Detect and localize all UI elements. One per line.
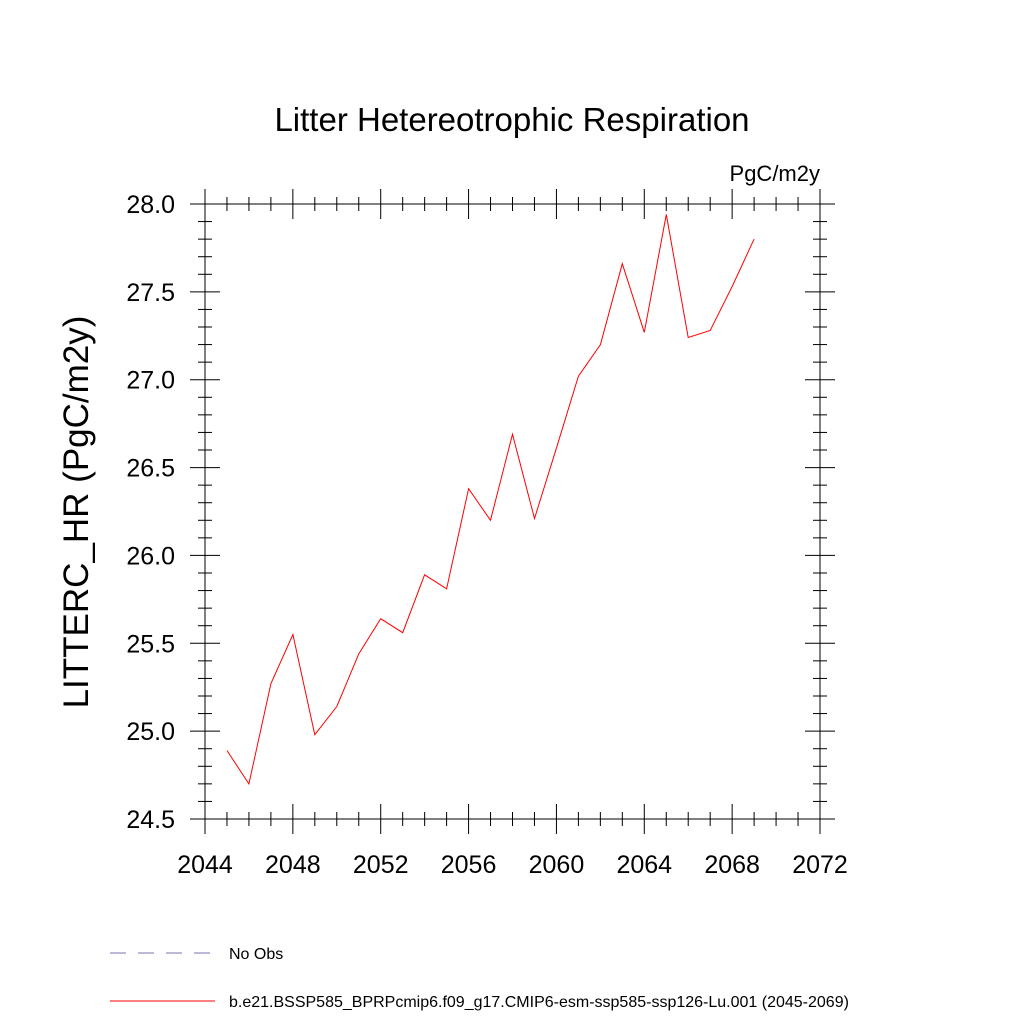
- major-ticks: [190, 189, 835, 834]
- y-tick-label: 25.5: [126, 630, 175, 658]
- y-axis-label: LITTERC_HR (PgC/m2y): [57, 316, 96, 709]
- x-tick-label: 2064: [616, 851, 672, 879]
- legend-label-model-run: b.e21.BSSP585_BPRPcmip6.f09_g17.CMIP6-es…: [229, 994, 849, 1011]
- series-layer: [226, 214, 755, 786]
- y-tick-label: 26.0: [126, 542, 175, 570]
- y-tick-label: 27.5: [126, 279, 175, 307]
- y-tick-label: 26.5: [126, 455, 175, 483]
- y-tick-label: 27.0: [126, 367, 175, 395]
- series-line: [226, 214, 755, 786]
- y-tick-label: 24.5: [126, 806, 175, 834]
- x-tick-label: 2072: [792, 851, 848, 879]
- minor-ticks: [198, 197, 827, 826]
- legend-label-no-obs: No Obs: [229, 946, 283, 963]
- units-label: PgC/m2y: [730, 161, 820, 186]
- x-tick-label: 2044: [177, 851, 233, 879]
- x-tick-label: 2068: [704, 851, 760, 879]
- x-tick-label: 2052: [353, 851, 409, 879]
- x-tick-label: 2048: [265, 851, 321, 879]
- x-tick-label: 2060: [529, 851, 585, 879]
- x-tick-labels: 2044 2048 2052 2056 2060 2064 2068 2072: [177, 851, 848, 879]
- y-tick-label: 25.0: [126, 718, 175, 746]
- chart-title: Litter Hetereotrophic Respiration: [274, 101, 749, 138]
- legend: No Obs b.e21.BSSP585_BPRPcmip6.f09_g17.C…: [110, 946, 849, 1011]
- y-tick-labels: 24.5 25.0 25.5 26.0 26.5 27.0 27.5 28.0: [126, 191, 175, 834]
- plot-frame: [204, 203, 821, 820]
- y-tick-label: 28.0: [126, 191, 175, 219]
- x-tick-label: 2056: [441, 851, 497, 879]
